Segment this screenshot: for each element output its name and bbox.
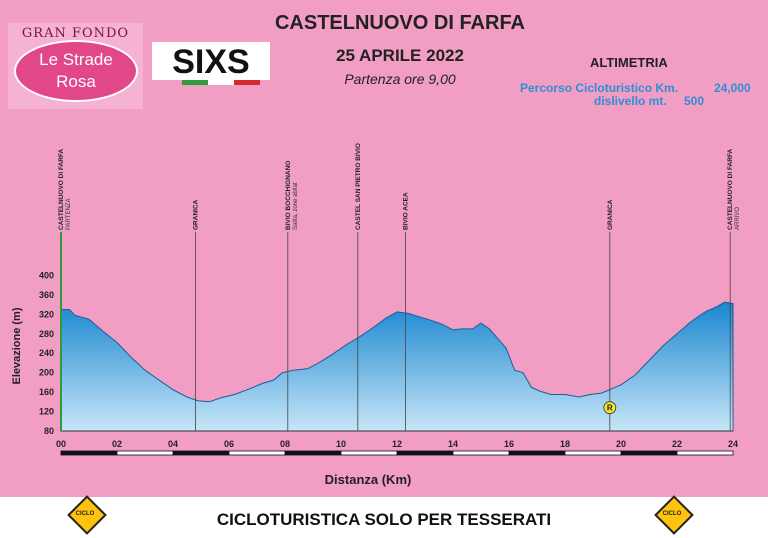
x-tick-label: 24 xyxy=(728,439,738,449)
altimetry-heading: ALTIMETRIA xyxy=(590,55,668,70)
refreshment-point-marker xyxy=(603,401,617,415)
x-tick-label: 06 xyxy=(224,439,234,449)
sign-label: CICLO xyxy=(662,511,682,517)
y-tick-label: 280 xyxy=(39,329,54,339)
waypoint-label-group: CASTELNUOVO DI FARFA ARRIVO xyxy=(727,148,741,230)
x-tick-label: 10 xyxy=(336,439,346,449)
footer-area xyxy=(0,497,768,538)
waypoint-label: GRANICA xyxy=(607,199,614,230)
waypoint-label: CASTELNUOVO DI FARFA xyxy=(727,148,734,230)
y-tick-label: 200 xyxy=(39,368,54,378)
event-date: 25 APRILE 2022 xyxy=(336,46,464,65)
waypoint-label-group: BIVIO ACEA xyxy=(402,192,409,230)
waypoint-label-group: GRANICA xyxy=(607,199,614,230)
scale-bar-segment xyxy=(676,450,734,456)
x-tick-label: 08 xyxy=(280,439,290,449)
sign-label: CICLO xyxy=(75,511,95,517)
elevation-gain-label: dislivello mt. xyxy=(594,94,667,108)
waypoint-label-group: CASTEL SAN PIETRO BIVIO xyxy=(355,143,362,230)
scale-bar-segment xyxy=(60,450,118,456)
x-tick-label: 22 xyxy=(672,439,682,449)
x-tick-label: 14 xyxy=(448,439,458,449)
waypoint-label: GRANICA xyxy=(192,199,199,230)
waypoint-label-group: BIVIO BOCCHIGNANO Salita, zone abitat xyxy=(285,161,299,230)
logo-ellipse xyxy=(14,40,138,102)
x-tick-label: 02 xyxy=(112,439,122,449)
y-tick-label: 120 xyxy=(39,407,54,417)
waypoint-label: CASTELNUOVO DI FARFA xyxy=(58,148,65,230)
logo-top-text: GRAN FONDO xyxy=(21,26,130,41)
scale-bar-segment xyxy=(340,450,398,456)
scale-bar-segment xyxy=(116,450,174,456)
waypoint-sublabel: PARTENZA xyxy=(66,199,72,230)
elevation-area xyxy=(60,301,734,432)
sponsor-logo: SIXS xyxy=(152,42,270,85)
y-tick-label: 240 xyxy=(39,348,54,358)
waypoint-label: BIVIO ACEA xyxy=(402,192,409,230)
refreshment-point-label: R xyxy=(607,404,613,413)
y-tick-label: 360 xyxy=(39,290,54,300)
route-length-value: 24,000 xyxy=(714,81,751,95)
waypoint-label: BIVIO BOCCHIGNANO xyxy=(285,161,292,230)
elevation-gain-value: 500 xyxy=(684,94,705,108)
y-tick-label: 400 xyxy=(39,270,54,280)
y-tick-label: 160 xyxy=(39,387,54,397)
scale-bar-segment xyxy=(452,450,510,456)
cyclist-warning-sign-right: CICLO xyxy=(653,495,694,537)
waypoint-sublabel: ARRIVO xyxy=(735,207,741,230)
event-start-time: Partenza ore 9,00 xyxy=(344,71,456,87)
cyclist-warning-sign-left: CICLO xyxy=(66,495,107,537)
x-axis-label: Distanza (Km) xyxy=(325,472,412,487)
x-tick-label: 20 xyxy=(616,439,626,449)
scale-bar-segment xyxy=(564,450,622,456)
scale-bar-segment xyxy=(620,450,678,456)
scale-bar-segment xyxy=(396,450,454,456)
scale-bar-segment xyxy=(228,450,286,456)
y-axis-label: Elevazione (m) xyxy=(11,307,23,384)
route-length-label: Percorso Cicloturistico Km. xyxy=(520,81,679,95)
event-title: CASTELNUOVO DI FARFA xyxy=(274,12,525,34)
scale-bar-segment xyxy=(508,450,566,456)
x-tick-label: 04 xyxy=(168,439,178,449)
sponsor-logo-text: SIXS xyxy=(172,43,249,81)
x-tick-label: 18 xyxy=(560,439,570,449)
y-tick-label: 320 xyxy=(39,309,54,319)
waypoint-label: CASTEL SAN PIETRO BIVIO xyxy=(355,143,362,230)
x-tick-label: 12 xyxy=(392,439,402,449)
waypoint-label-group: CASTELNUOVO DI FARFA PARTENZA xyxy=(58,148,72,230)
scale-bar-segment xyxy=(172,450,230,456)
waypoint-label-group: GRANICA xyxy=(192,199,199,230)
logo-line2: Rosa xyxy=(56,72,96,91)
footer-notice: CICLOTURISTICA SOLO PER TESSERATI xyxy=(216,510,552,529)
x-tick-label: 00 xyxy=(56,439,66,449)
elevation-profile-chart: CASTELNUOVO DI FARFA PARTENZA GRANICA BIVIO… xyxy=(11,143,741,487)
x-tick-label: 16 xyxy=(504,439,514,449)
logo-line1: Le Strade xyxy=(39,50,113,69)
scale-bar-segment xyxy=(284,450,342,456)
waypoint-sublabel: Salita, zone abitat xyxy=(293,182,299,230)
y-tick-label: 80 xyxy=(44,426,54,436)
